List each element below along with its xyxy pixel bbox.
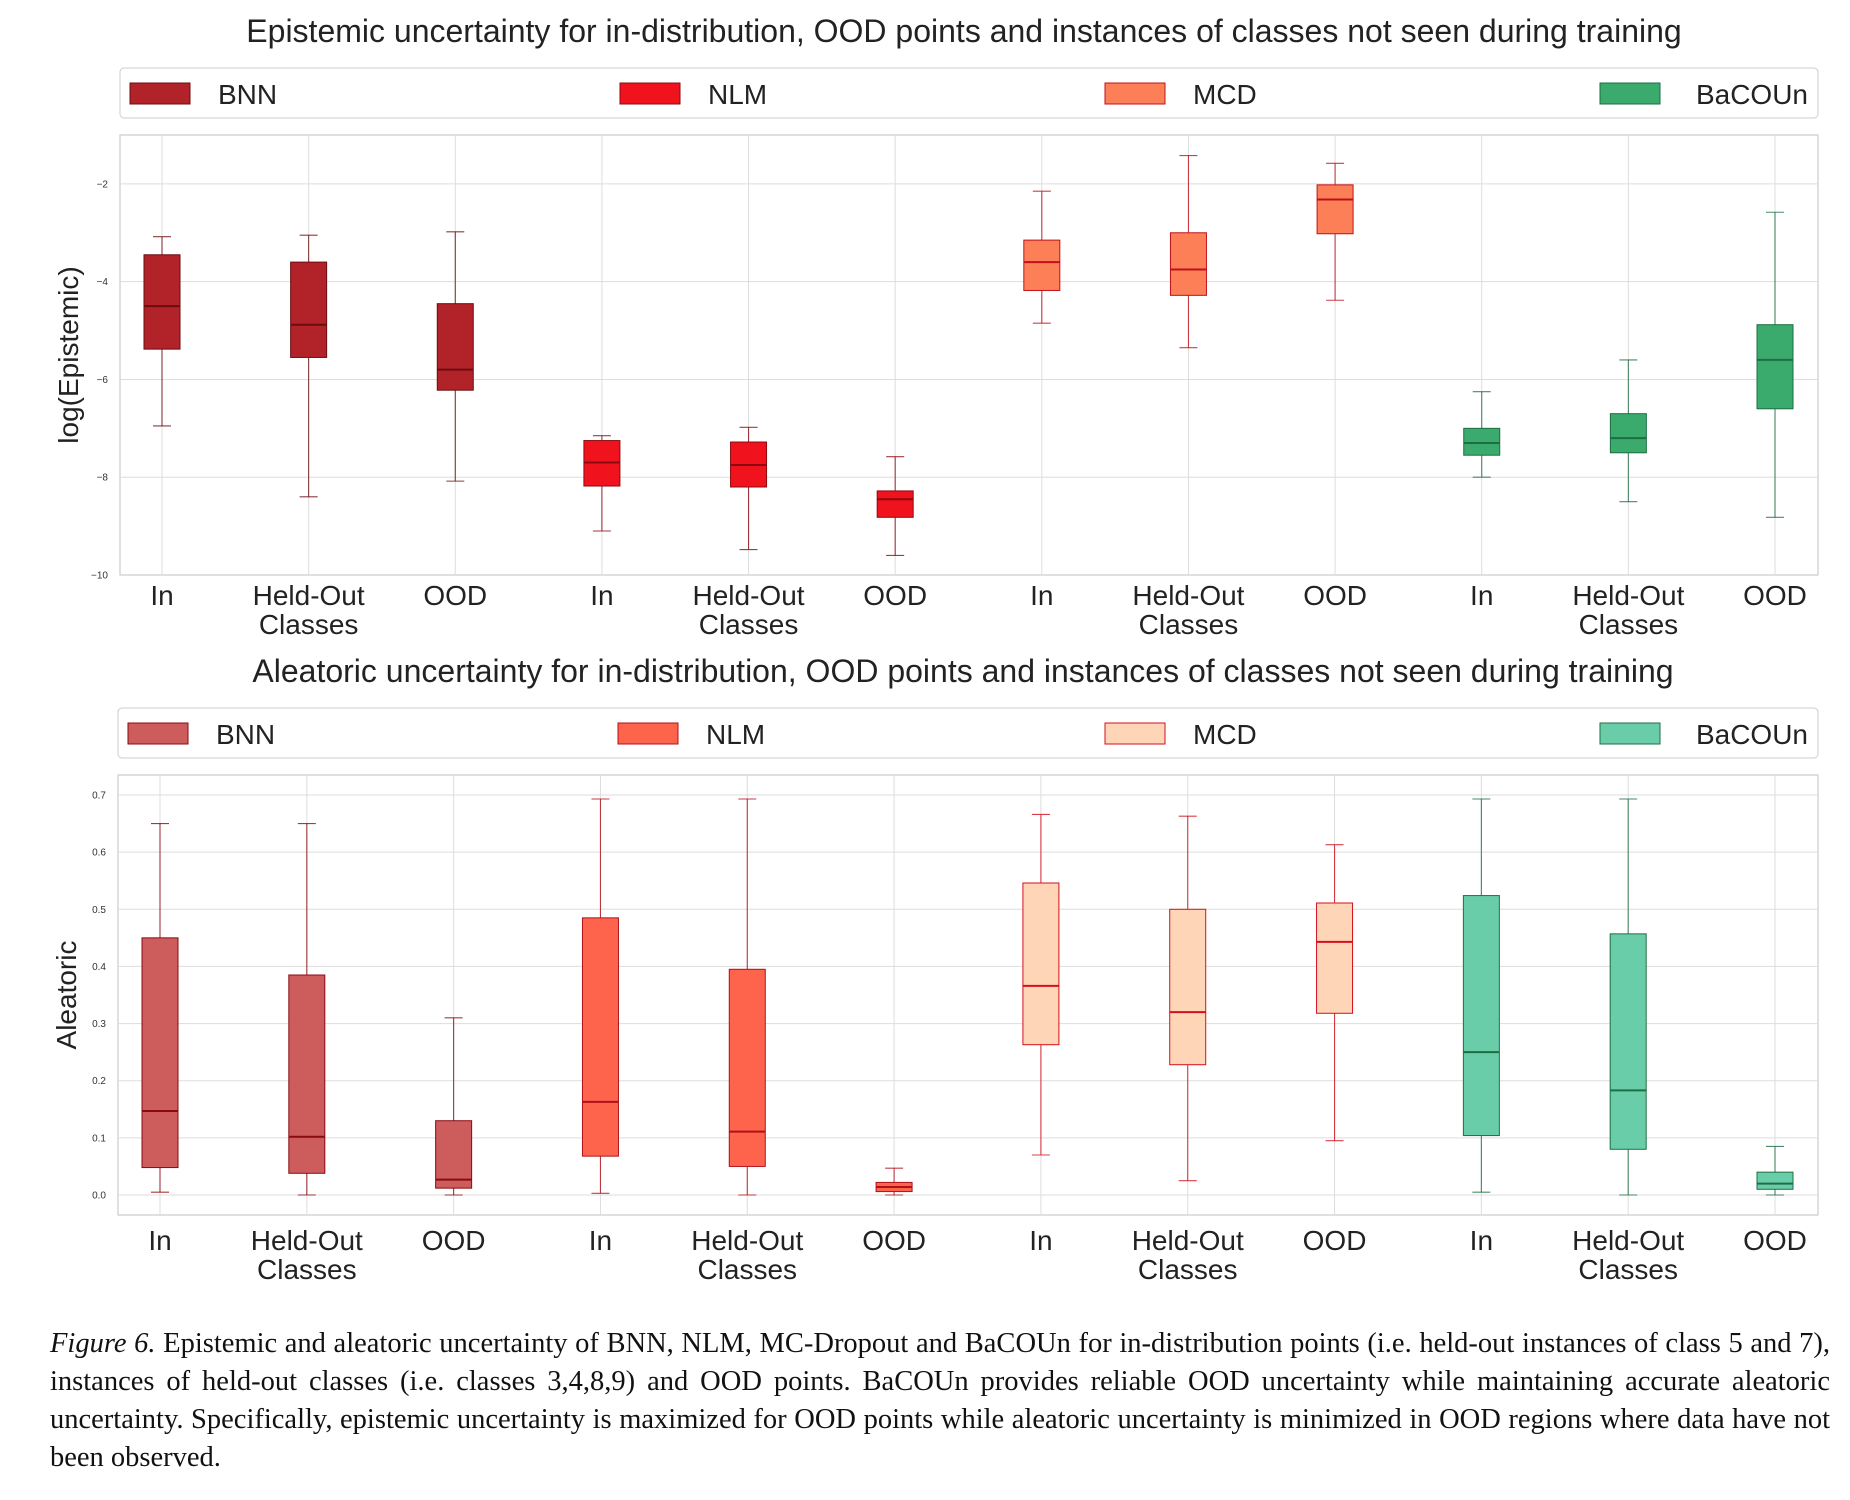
plot-area [117,774,1819,1216]
y-tick-label: −10 [91,571,108,582]
y-tick-label: 0.0 [92,1191,106,1202]
box-nlm-2 [876,490,914,518]
box-bnn-0 [143,254,181,350]
chart-title: Epistemic uncertainty for in-distributio… [246,13,1681,49]
x-tick-label: Classes [1578,1254,1678,1285]
aleatoric-chart: Aleatoric uncertainty for in-distributio… [51,653,1819,1285]
legend-label-bacoun: BaCOUn [1696,79,1808,110]
box-mcd-2 [1316,902,1354,1014]
y-tick-label: 0.3 [92,1019,106,1030]
legend-label-bacoun: BaCOUn [1696,719,1808,750]
figure-caption: Figure 6. Epistemic and aleatoric uncert… [50,1325,1830,1477]
x-tick-label: In [590,580,613,611]
y-tick-label: −6 [97,375,109,386]
y-tick-label: 0.2 [92,1076,106,1087]
x-tick-label: In [1029,1225,1052,1256]
y-tick-label: 0.5 [92,905,106,916]
y-axis-label: log(Epistemic) [53,266,84,443]
x-tick-label: Held-Out [1572,580,1684,611]
legend-label-mcd: MCD [1193,79,1257,110]
x-tick-label: In [148,1225,171,1256]
x-tick-label: In [589,1225,612,1256]
x-tick-label: Classes [257,1254,357,1285]
box-nlm-0 [581,917,619,1157]
legend-swatch-nlm [617,722,679,745]
x-tick-label: In [150,580,173,611]
box-mcd-1 [1169,908,1207,1066]
y-tick-label: −4 [97,277,109,288]
legend-label-nlm: NLM [708,79,767,110]
caption-label: Figure 6. [50,1328,156,1359]
legend-label-mcd: MCD [1193,719,1257,750]
x-tick-label: OOD [423,580,487,611]
x-tick-label: In [1030,580,1053,611]
x-tick-label: Classes [699,609,799,640]
x-tick-label: In [1470,1225,1493,1256]
box-bacoun-0 [1462,895,1500,1137]
x-tick-label: Classes [1138,1254,1238,1285]
box-bacoun-1 [1609,413,1647,454]
x-tick-label: In [1470,580,1493,611]
box-bacoun-2 [1756,1171,1794,1190]
box-mcd-0 [1022,882,1060,1046]
legend-label-nlm: NLM [706,719,765,750]
legend-swatch-bacoun [1599,722,1661,745]
box-bnn-2 [435,1120,473,1189]
legend-label-bnn: BNN [216,719,275,750]
x-tick-label: OOD [1743,1225,1807,1256]
legend-frame [117,707,1819,759]
x-tick-label: Held-Out [693,580,805,611]
y-tick-label: 0.4 [92,962,106,973]
x-tick-label: Classes [1139,609,1239,640]
y-tick-label: −2 [97,179,109,190]
box-bacoun-2 [1756,324,1794,410]
plot-area [119,134,1819,576]
box-bnn-0 [141,937,179,1169]
epistemic-chart: Epistemic uncertainty for in-distributio… [53,13,1819,640]
y-axis-label: Aleatoric [51,941,82,1050]
box-bnn-2 [436,303,474,391]
x-tick-label: OOD [1303,580,1367,611]
x-tick-label: Held-Out [1572,1225,1684,1256]
x-tick-label: Held-Out [1132,580,1244,611]
box-bnn-1 [290,261,328,358]
legend-frame [119,67,1819,119]
y-tick-label: 0.1 [92,1133,106,1144]
box-bnn-1 [288,974,326,1174]
x-tick-label: OOD [862,1225,926,1256]
legend-swatch-mcd [1104,82,1166,105]
figure-canvas: Epistemic uncertainty for in-distributio… [51,13,1819,1285]
x-tick-label: Held-Out [253,580,365,611]
x-tick-label: OOD [863,580,927,611]
legend-swatch-bnn [127,722,189,745]
box-mcd-0 [1023,239,1061,291]
y-tick-label: 0.7 [92,791,106,802]
chart-title: Aleatoric uncertainty for in-distributio… [252,653,1673,689]
x-tick-label: Held-Out [1132,1225,1244,1256]
box-bacoun-0 [1463,427,1501,456]
box-mcd-2 [1316,184,1354,235]
x-tick-label: Classes [1579,609,1679,640]
box-nlm-1 [728,968,766,1167]
x-tick-label: OOD [1303,1225,1367,1256]
legend-swatch-bacoun [1599,82,1661,105]
x-tick-label: OOD [1743,580,1807,611]
legend-swatch-nlm [619,82,681,105]
x-tick-label: Held-Out [691,1225,803,1256]
y-tick-label: 0.6 [92,848,106,859]
y-tick-label: −8 [97,473,109,484]
x-tick-label: Classes [259,609,359,640]
x-tick-label: OOD [422,1225,486,1256]
legend-label-bnn: BNN [218,79,277,110]
x-tick-label: Held-Out [251,1225,363,1256]
caption-text: Epistemic and aleatoric uncertainty of B… [50,1328,1830,1473]
x-tick-label: Classes [697,1254,797,1285]
box-bacoun-1 [1609,933,1647,1150]
box-mcd-1 [1169,232,1207,296]
legend-swatch-bnn [129,82,191,105]
legend-swatch-mcd [1104,722,1166,745]
